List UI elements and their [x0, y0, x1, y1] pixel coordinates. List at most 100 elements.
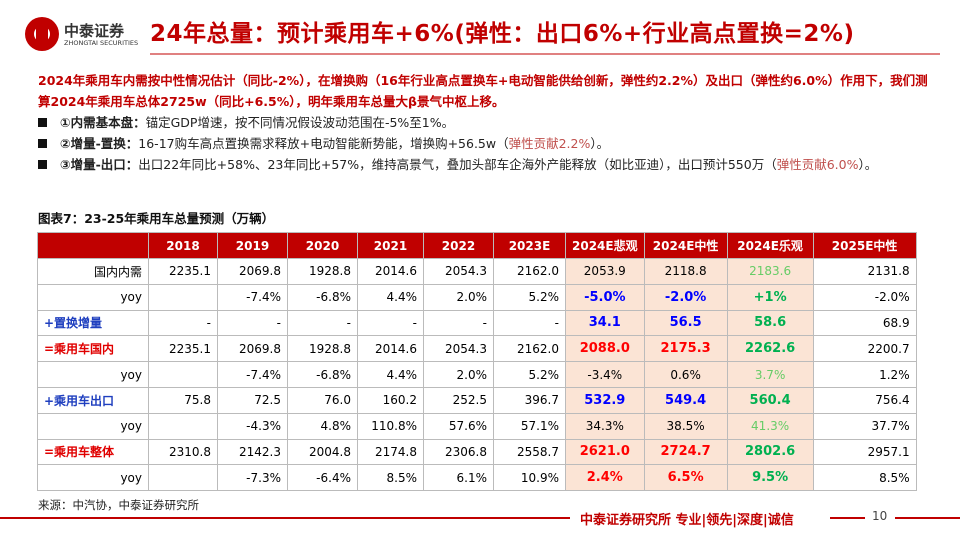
table-cell [148, 283, 218, 311]
table-cell: 2235.1 [148, 258, 218, 285]
bullet-text: ②增量-置换：16-17购车高点置换需求释放+电动智能新势能，增换购+56.5w… [60, 133, 928, 154]
table-cell: 2174.8 [357, 438, 424, 466]
table-cell: 2802.6 [726, 438, 814, 466]
table-cell: 1928.8 [287, 258, 358, 285]
bullet: ③增量-出口：出口22年同比+58%、23年同比+57%，维持高景气，叠加头部车… [38, 154, 928, 175]
table-cell: 160.2 [357, 386, 424, 414]
table-cell: 2054.3 [423, 258, 494, 285]
table-cell [148, 464, 218, 492]
bullet-text: ③增量-出口：出口22年同比+58%、23年同比+57%，维持高景气，叠加头部车… [60, 154, 928, 175]
table-cell: 5.2% [493, 361, 566, 388]
bullet-text: ①内需基本盘：锚定GDP增速，按不同情况假设波动范围在-5%至1%。 [60, 112, 928, 133]
table-row: =乘用车国内 2235.1 2069.8 1928.8 2014.6 2054.3 2162… [37, 335, 917, 363]
table-cell: 41.3% [726, 412, 814, 440]
table-row: 国内内需 2235.1 2069.8 1928.8 2014.6 2054.3 2162.0… [37, 258, 917, 285]
table-cell: - [493, 309, 566, 337]
table-row: yoy -7.4% -6.8% 4.4% 2.0% 5.2% -5.0% -2.0% +1% -2… [37, 283, 917, 311]
table-cell: 396.7 [493, 386, 566, 414]
footer-slogan: 中泰证券研究所 专业|领先|深度|诚信 [580, 513, 794, 528]
row-label: yoy [37, 361, 149, 388]
table-cell [148, 361, 218, 388]
table-cell: - [423, 309, 494, 337]
table-cell: 2175.3 [643, 335, 728, 363]
column-header: 2022 [423, 232, 494, 259]
table-cell: 2054.3 [423, 335, 494, 363]
row-label: =乘用车国内 [37, 335, 149, 363]
table-cell: 2014.6 [357, 258, 424, 285]
table-cell: 56.5 [643, 309, 728, 337]
table-row: yoy -7.3% -6.4% 8.5% 6.1% 10.9% 2.4% 6.5% 9.5% 8.… [37, 464, 917, 492]
table-cell: 75.8 [148, 386, 218, 414]
bullet-tail: ）。 [858, 157, 878, 172]
table-cell: 57.1% [493, 412, 566, 440]
table-cell: 2310.8 [148, 438, 218, 466]
table-cell: 2088.0 [565, 335, 645, 363]
row-label: yoy [37, 412, 149, 440]
table-cell: 2183.6 [726, 258, 814, 285]
logo-cn: 中泰证券 [64, 22, 125, 40]
table-cell: 2.0% [423, 361, 494, 388]
title: 24年总量：预计乘用车+6%(弹性：出口6%+行业高点置换=2%) [150, 21, 855, 47]
table-cell: 2621.0 [565, 438, 645, 466]
table-cell: 4.4% [357, 361, 424, 388]
table-cell: 252.5 [423, 386, 494, 414]
table-cell: +1% [726, 283, 814, 311]
table-cell: 4.8% [287, 412, 358, 440]
column-header: 2020 [287, 232, 358, 259]
table-cell: 6.5% [643, 464, 728, 492]
table-cell: 58.6 [726, 309, 814, 337]
table-cell: -7.3% [217, 464, 288, 492]
table-cell: 2014.6 [357, 335, 424, 363]
table-cell: 2069.8 [217, 258, 288, 285]
bullet-lead: ②增量-置换： [60, 136, 139, 151]
table-cell: - [357, 309, 424, 337]
table-cell: 34.3% [565, 412, 645, 440]
table-cell: 2.0% [423, 283, 494, 311]
table-cell: -3.4% [565, 361, 645, 388]
table-cell: 110.8% [357, 412, 424, 440]
column-header: 2021 [357, 232, 424, 259]
column-header: 2025E中性 [812, 232, 917, 259]
table-cell: 57.6% [423, 412, 494, 440]
bullet-marker [38, 139, 47, 148]
table-cell: 2235.1 [148, 335, 218, 363]
table-cell: -7.4% [217, 283, 288, 311]
table-cell: 532.9 [565, 386, 645, 414]
table-caption: 图表7：23-25年乘用车总量预测（万辆） [38, 211, 275, 226]
bullet-body: 出口22年同比+58%、23年同比+57%，维持高景气，叠加头部车企海外产能释放… [138, 157, 777, 172]
table-cell: 2162.0 [493, 335, 566, 363]
table-cell: - [287, 309, 358, 337]
table-cell: 0.6% [643, 361, 728, 388]
bullet-lead: ①内需基本盘： [60, 115, 146, 130]
bullet-tail: ）。 [590, 136, 610, 151]
table-cell: 5.2% [493, 283, 566, 311]
table-cell: 2118.8 [643, 258, 728, 285]
table-cell: 2053.9 [565, 258, 645, 285]
bullet-lead: ③增量-出口： [60, 157, 139, 172]
row-label: yoy [37, 283, 149, 311]
summary: 2024年乘用车内需按中性情况估计（同比-2%），在增换购（16年行业高点置换车… [38, 73, 928, 109]
table-cell: -4.3% [217, 412, 288, 440]
column-header: 2019 [217, 232, 288, 259]
table-cell: 4.4% [357, 283, 424, 311]
table-cell: -6.8% [287, 361, 358, 388]
table-cell: - [148, 309, 218, 337]
table-cell: 76.0 [287, 386, 358, 414]
table-cell: 38.5% [643, 412, 728, 440]
table-cell: -2.0% [643, 283, 728, 311]
forecast-table: 2018 2019 2020 2021 2022 2023E 2024E悲观 2024E中性 2… [37, 232, 917, 492]
table-cell: 34.1 [565, 309, 645, 337]
table-cell: 68.9 [812, 309, 917, 337]
table-row: yoy -7.4% -6.8% 4.4% 2.0% 5.2% -3.4% 0.6% 3.7% 1.… [37, 361, 917, 388]
table-cell: 2957.1 [812, 438, 917, 466]
page-number: 10 [872, 509, 888, 523]
bullet: ②增量-置换：16-17购车高点置换需求释放+电动智能新势能，增换购+56.5w… [38, 133, 928, 154]
table-row: yoy -4.3% 4.8% 110.8% 57.6% 57.1% 34.3% 38.5% 41… [37, 412, 917, 440]
column-header: 2024E中性 [643, 232, 728, 259]
table-cell: 2069.8 [217, 335, 288, 363]
table-cell: 2558.7 [493, 438, 566, 466]
table-row: +乘用车出口 75.8 72.5 76.0 160.2 252.5 396.7 532.9 54… [37, 386, 917, 414]
bullet-body: 锚定GDP增速，按不同情况假设波动范围在-5%至1%。 [145, 115, 455, 130]
column-header: 2018 [148, 232, 218, 259]
